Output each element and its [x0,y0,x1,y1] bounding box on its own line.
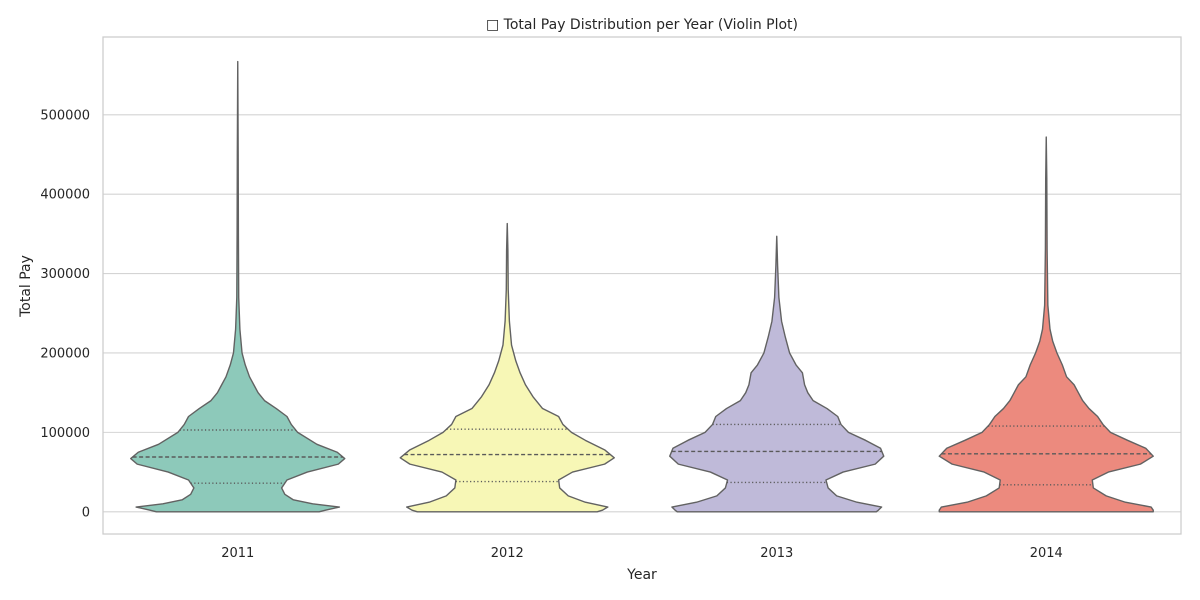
plot-area-frame [102,36,1182,535]
violin-body [669,235,885,513]
y-axis-ticks: 0 100000 200000 300000 400000 500000 [40,108,90,520]
violin-2012 [399,222,615,513]
y-tick-label: 200000 [40,346,90,361]
y-tick-label: 0 [82,505,90,520]
violin-body [399,222,615,513]
x-axis-ticks: 2011 2012 2013 2014 [221,546,1063,561]
x-tick-label: 2013 [760,546,793,561]
chart-title: □ Total Pay Distribution per Year (Violi… [486,17,798,33]
violin-body [130,60,346,513]
y-tick-label: 400000 [40,188,90,203]
violins [130,60,1154,513]
x-axis-title: Year [626,567,657,583]
y-tick-label: 500000 [40,108,90,123]
x-tick-label: 2014 [1030,546,1063,561]
y-tick-label: 100000 [40,426,90,441]
violin-2014 [938,136,1154,513]
x-tick-label: 2012 [491,546,524,561]
y-tick-label: 300000 [40,267,90,282]
violin-2011 [130,60,346,513]
y-axis-title: Total Pay [18,255,34,318]
x-tick-label: 2011 [221,546,254,561]
violin-body [938,136,1154,513]
violin-2013 [669,235,885,513]
